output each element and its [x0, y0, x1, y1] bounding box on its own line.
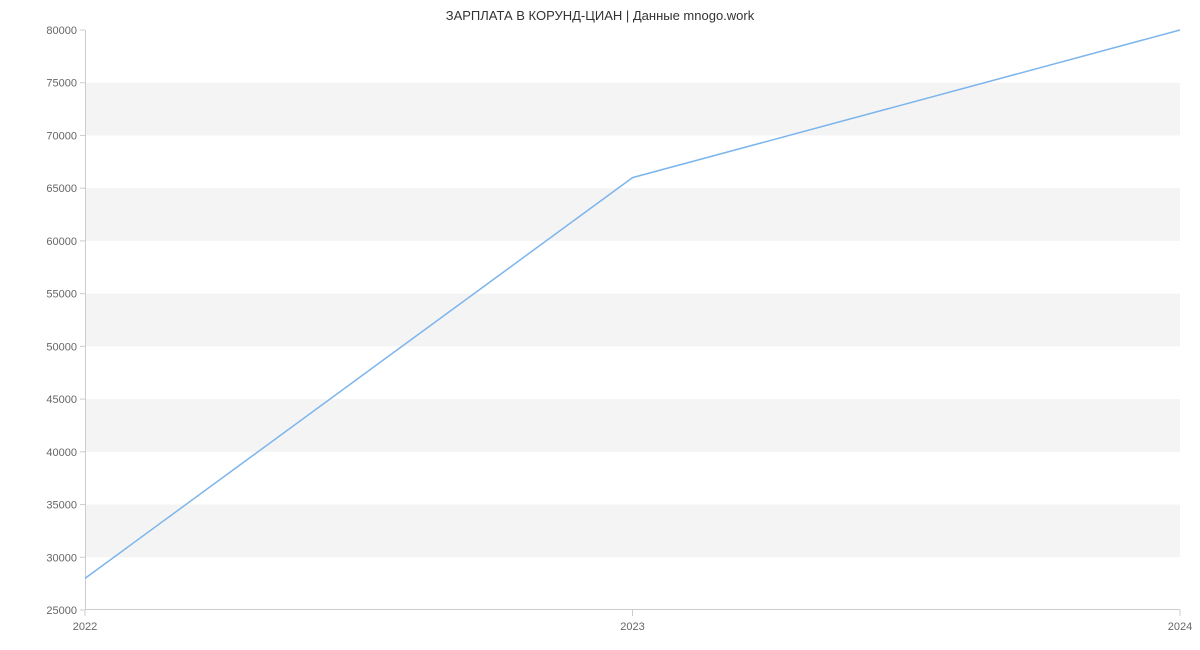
- y-tick-label: 55000: [46, 289, 77, 301]
- y-tick-label: 25000: [46, 605, 77, 617]
- y-tick-label: 30000: [46, 552, 77, 564]
- y-tick-label: 75000: [46, 78, 77, 90]
- grid-band: [85, 294, 1180, 347]
- grid-band: [85, 83, 1180, 136]
- y-tick-label: 40000: [46, 447, 77, 459]
- x-tick-label: 2022: [73, 621, 97, 633]
- chart-title: ЗАРПЛАТА В КОРУНД-ЦИАН | Данные mnogo.wo…: [0, 0, 1200, 23]
- y-tick-label: 60000: [46, 236, 77, 248]
- grid-band: [85, 188, 1180, 241]
- grid-band: [85, 399, 1180, 452]
- chart-container: ЗАРПЛАТА В КОРУНД-ЦИАН | Данные mnogo.wo…: [0, 0, 1200, 650]
- y-tick-label: 35000: [46, 500, 77, 512]
- y-tick-label: 80000: [46, 25, 77, 37]
- grid-band: [85, 505, 1180, 558]
- y-tick-label: 50000: [46, 341, 77, 353]
- x-tick-label: 2023: [620, 621, 644, 633]
- x-tick-label: 2024: [1168, 621, 1192, 633]
- plot-area: 2500030000350004000045000500005500060000…: [85, 30, 1180, 610]
- chart-svg: 2500030000350004000045000500005500060000…: [85, 30, 1180, 610]
- y-tick-label: 70000: [46, 130, 77, 142]
- y-tick-label: 45000: [46, 394, 77, 406]
- y-tick-label: 65000: [46, 183, 77, 195]
